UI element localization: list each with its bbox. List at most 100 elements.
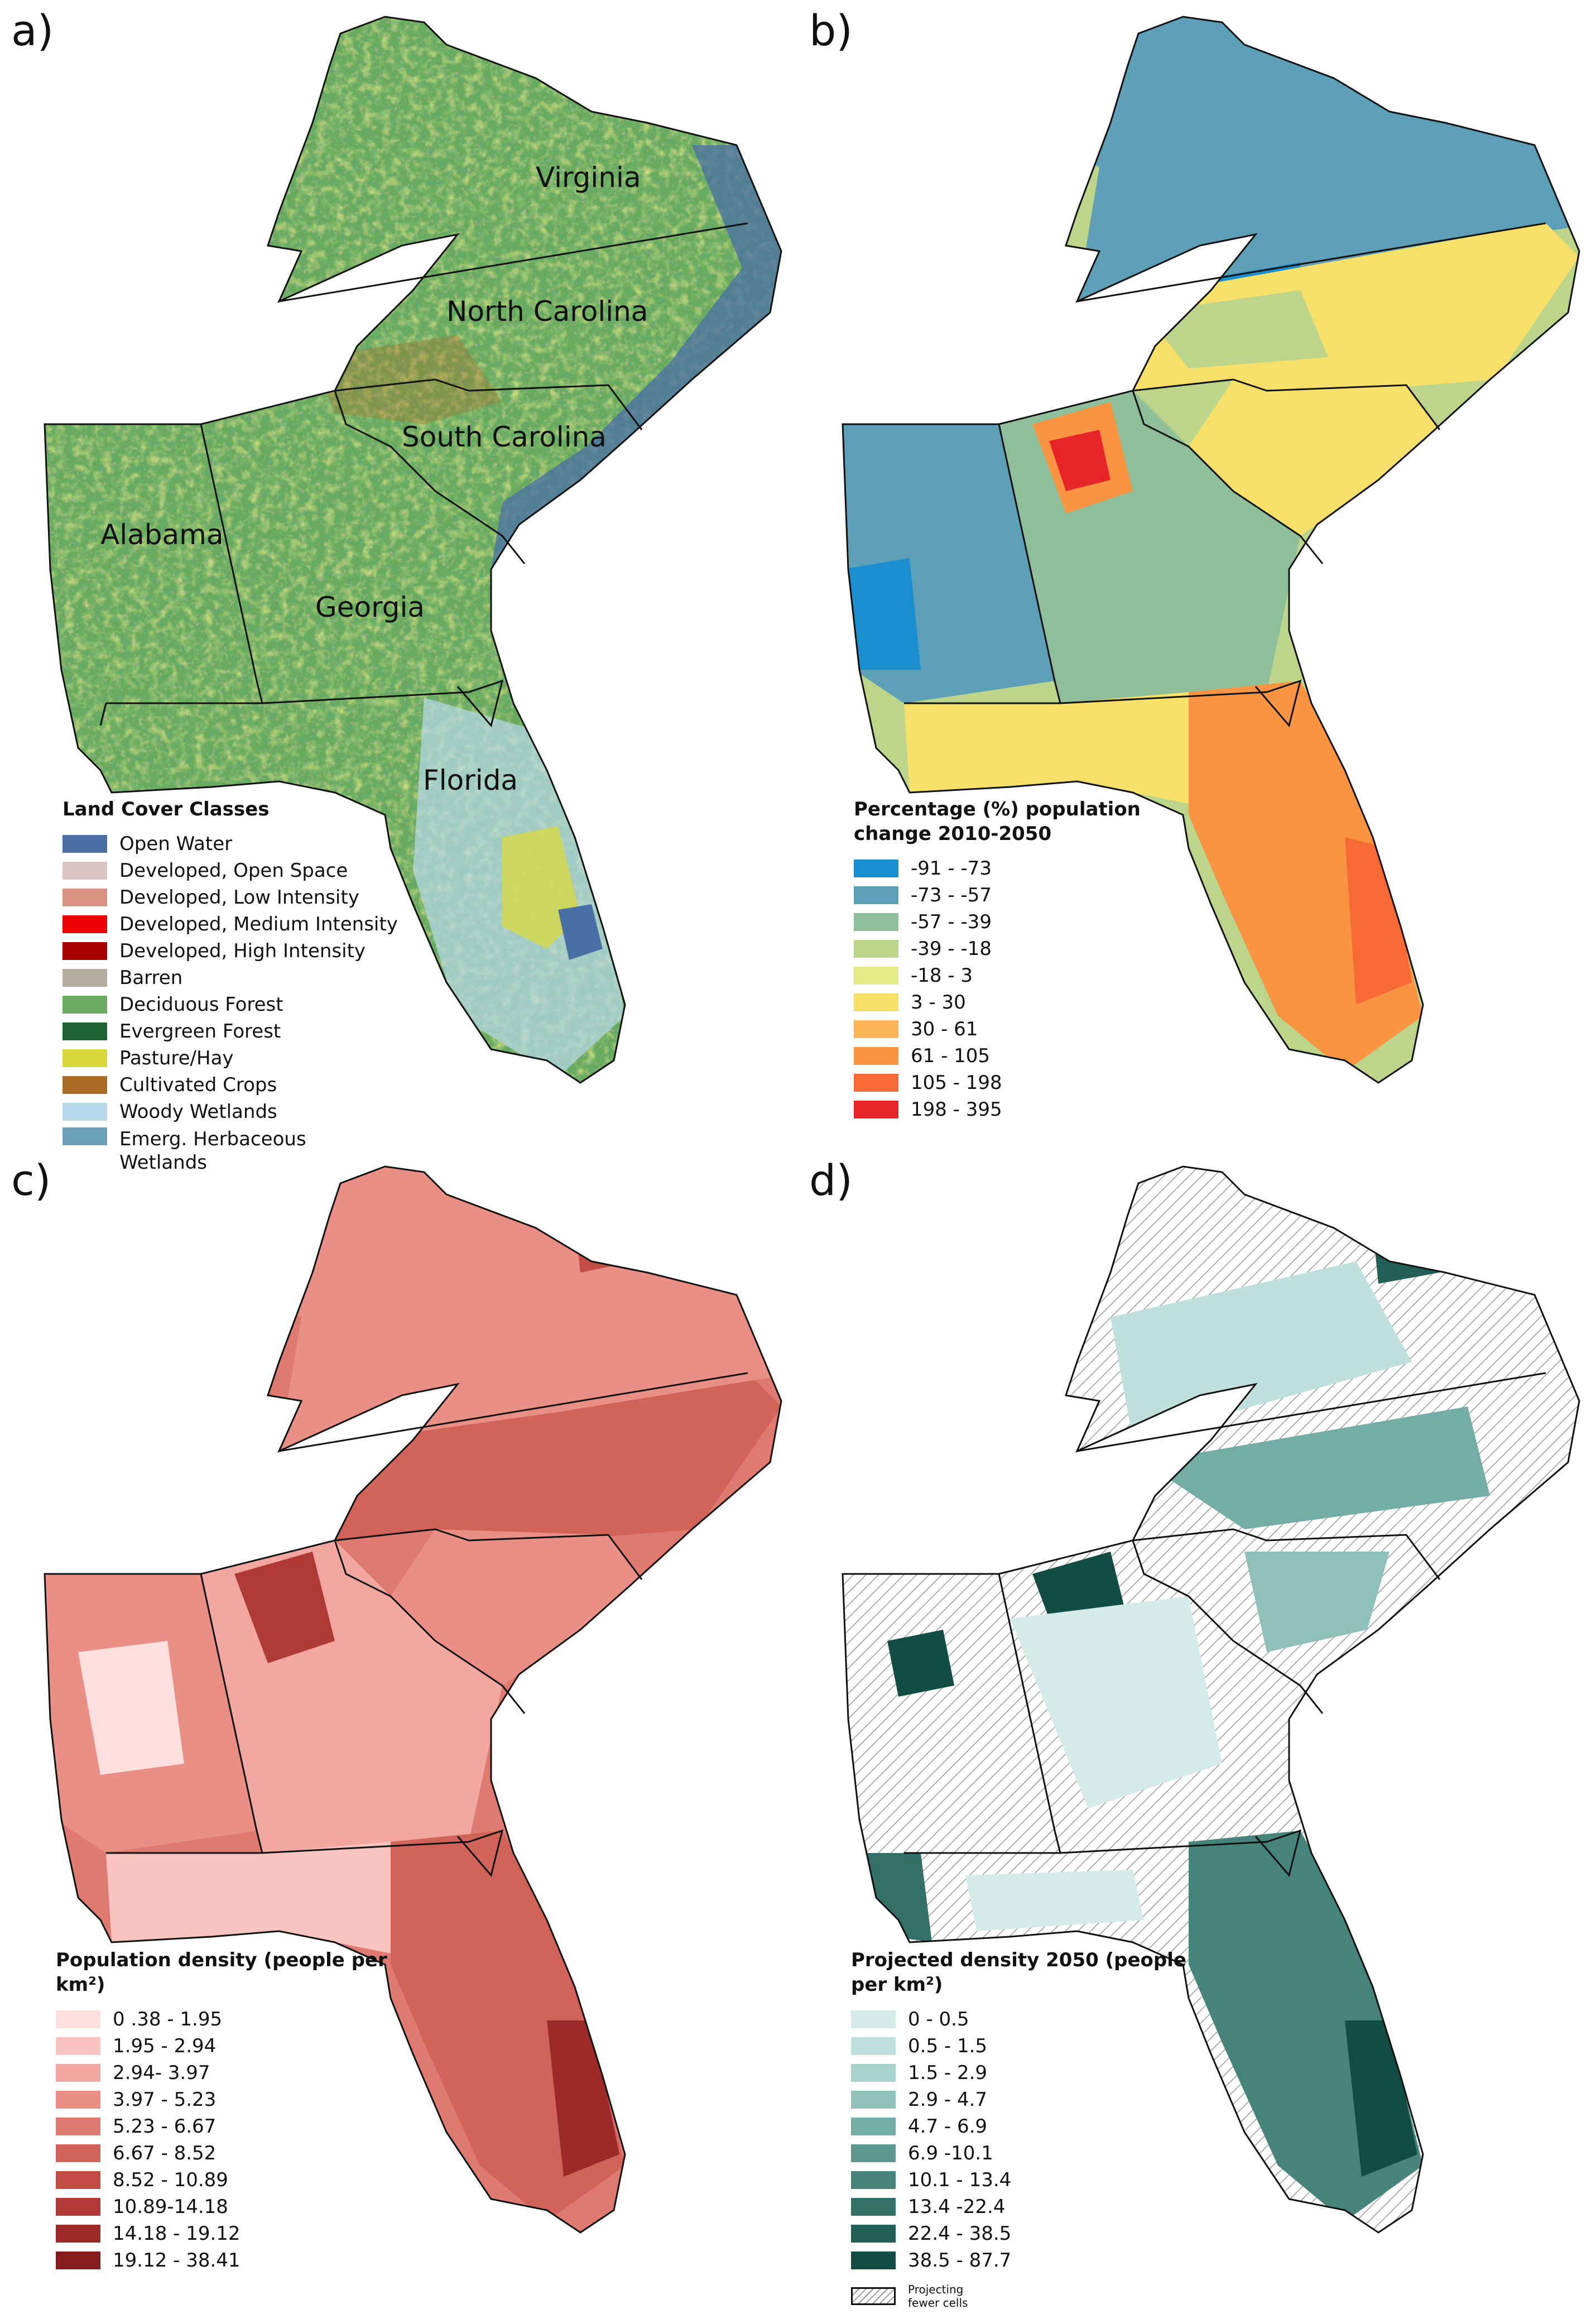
al-west-zone <box>843 558 921 670</box>
legend-item: -73 - -57 <box>854 882 1211 909</box>
legend-item: 8.52 - 10.89 <box>56 2167 413 2193</box>
panel-land-cover: a) <box>0 0 798 1174</box>
fl-panhandle-zone <box>904 692 1189 804</box>
legend-label: -18 - 3 <box>911 964 973 987</box>
atlanta-core <box>1049 430 1111 491</box>
legend-swatch <box>851 2037 896 2055</box>
legend-swatch <box>56 2171 100 2189</box>
label-georgia: Georgia <box>315 591 425 623</box>
legend-label: 10.89-14.18 <box>113 2196 228 2218</box>
carolina-crops <box>313 335 502 424</box>
fl-panhandle-zone <box>106 1842 391 1953</box>
label-north-carolina: North Carolina <box>446 295 648 328</box>
legend-item: Open Water <box>63 830 464 857</box>
legend-label: 5.23 - 6.67 <box>113 2115 217 2138</box>
legend-item: 0.5 - 1.5 <box>851 2033 1208 2059</box>
legend-item: -39 - -18 <box>854 935 1211 962</box>
label-south-carolina: South Carolina <box>402 421 607 453</box>
atlanta-zone <box>234 1552 335 1663</box>
nc-zone <box>1144 1406 1490 1529</box>
legend-swatch <box>854 1020 898 1038</box>
legend-swatch <box>63 942 107 960</box>
legend-swatch <box>854 886 898 904</box>
legend-item: 3 - 30 <box>854 989 1211 1016</box>
legend-item: 38.5 - 87.7 <box>851 2247 1208 2274</box>
legend-label: 198 - 395 <box>911 1098 1002 1121</box>
legend-label: Barren <box>119 967 183 989</box>
legend-label: Developed, Medium Intensity <box>119 913 398 935</box>
legend-item: 4.7 - 6.9 <box>851 2113 1208 2140</box>
legend-list: 0 - 0.5 0.5 - 1.5 1.5 - 2.9 2.9 - 4.7 4.7 - … <box>851 2006 1208 2274</box>
panel-population-change: b) <box>798 0 1596 1150</box>
legend-label: -73 - -57 <box>911 884 992 906</box>
region-outline <box>842 16 1580 1084</box>
legend-item: 105 - 198 <box>854 1069 1211 1096</box>
legend-label: Woody Wetlands <box>119 1101 277 1123</box>
legend-projected-density: Projected density 2050 (people per km²) … <box>851 1948 1208 2314</box>
legend-title: Population density (people per km²) <box>56 1949 387 1996</box>
legend-label: 1.5 - 2.9 <box>908 2062 988 2084</box>
legend-label: 19.12 - 38.41 <box>113 2249 241 2272</box>
legend-item: Developed, Open Space <box>63 857 464 884</box>
legend-swatch <box>56 2064 100 2082</box>
legend-swatch <box>851 2225 896 2243</box>
legend-swatch <box>854 940 898 958</box>
legend-label: 0 - 0.5 <box>908 2008 969 2030</box>
sc-zone <box>1244 1552 1390 1652</box>
sc-zone <box>1189 380 1440 536</box>
fl-south-zone <box>1345 837 1412 1005</box>
legend-item: 6.67 - 8.52 <box>56 2140 413 2167</box>
legend-title: Projected density 2050 (people per km²) <box>851 1949 1186 1996</box>
legend-swatch <box>854 1101 898 1118</box>
panel-letter-b: b) <box>809 6 853 55</box>
hatch-swatch <box>851 2287 896 2305</box>
legend-label: 61 - 105 <box>911 1045 991 1067</box>
legend-label: 2.9 - 4.7 <box>908 2089 988 2111</box>
legend-label: Pasture/Hay <box>119 1047 234 1069</box>
legend-item: Woody Wetlands <box>63 1098 464 1125</box>
legend-item: 0 .38 - 1.95 <box>56 2006 413 2033</box>
va-zone <box>1111 1261 1412 1440</box>
legend-item: -91 - -73 <box>854 855 1211 882</box>
region-outline <box>842 1165 1580 2234</box>
label-alabama: Alabama <box>100 519 223 551</box>
legend-label: Emerg. Herbaceous Wetlands <box>119 1128 306 1174</box>
legend-list: Open Water Developed, Open Space Developed… <box>63 830 464 1177</box>
legend-item: Cultivated Crops <box>63 1072 464 1098</box>
legend-swatch <box>851 2251 896 2269</box>
legend-label: 38.5 - 87.7 <box>908 2249 1012 2272</box>
birmingham-zone <box>887 1630 954 1697</box>
legend-label: 22.4 - 38.5 <box>908 2222 1012 2245</box>
legend-label: Evergreen Forest <box>119 1020 281 1043</box>
legend-swatch <box>854 967 898 985</box>
fl-south-zone <box>547 2020 619 2177</box>
legend-item: Deciduous Forest <box>63 991 464 1018</box>
nova-zone <box>1367 1172 1440 1284</box>
legend-swatch <box>56 2144 100 2162</box>
legend-item: Developed, Medium Intensity <box>63 911 464 938</box>
legend-item: Developed, High Intensity <box>63 938 464 964</box>
legend-label: 4.7 - 6.9 <box>908 2115 988 2138</box>
legend-item: 5.23 - 6.67 <box>56 2113 413 2140</box>
legend-swatch <box>56 2118 100 2135</box>
legend-item: 2.94- 3.97 <box>56 2059 413 2086</box>
population-density-map <box>44 1165 782 2234</box>
legend-item: 3.97 - 5.23 <box>56 2086 413 2113</box>
panel-letter-d: d) <box>809 1155 853 1205</box>
legend-swatch <box>851 2171 896 2189</box>
legend-item: 0 - 0.5 <box>851 2006 1208 2033</box>
fl-zone <box>1189 681 1423 1072</box>
legend-label: 10.1 - 13.4 <box>908 2169 1012 2191</box>
legend-swatch <box>56 2198 100 2216</box>
legend-swatch <box>63 996 107 1014</box>
legend-item: Barren <box>63 964 464 991</box>
legend-population-change: Percentage (%) population change 2010-20… <box>854 797 1211 1123</box>
legend-item: Pasture/Hay <box>63 1045 464 1072</box>
panel-projected-density: d) <box>798 1150 1596 2310</box>
legend-label: 6.9 -10.1 <box>908 2142 993 2164</box>
legend-swatch <box>63 915 107 933</box>
panel-letter-c: c) <box>11 1155 51 1205</box>
nova-zone <box>569 1172 636 1273</box>
legend-list: -91 - -73 -73 - -57 -57 - -39 -39 - -18 -18 … <box>854 855 1211 1123</box>
